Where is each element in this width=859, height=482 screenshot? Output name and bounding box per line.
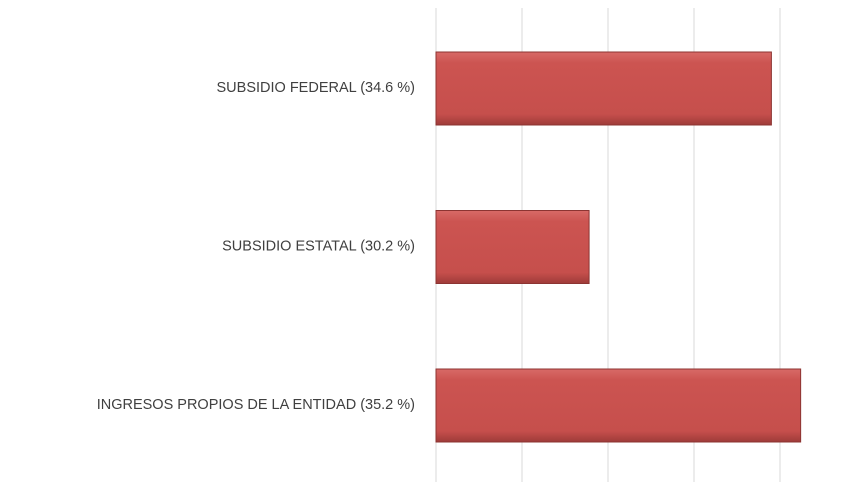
bar xyxy=(435,368,802,443)
bar xyxy=(435,210,590,284)
y-tick-label: SUBSIDIO ESTATAL (30.2 %) xyxy=(222,238,415,254)
y-tick-label: INGRESOS PROPIOS DE LA ENTIDAD (35.2 %) xyxy=(97,397,415,413)
y-tick-label: SUBSIDIO FEDERAL (34.6 %) xyxy=(217,80,416,96)
bar xyxy=(435,51,772,126)
